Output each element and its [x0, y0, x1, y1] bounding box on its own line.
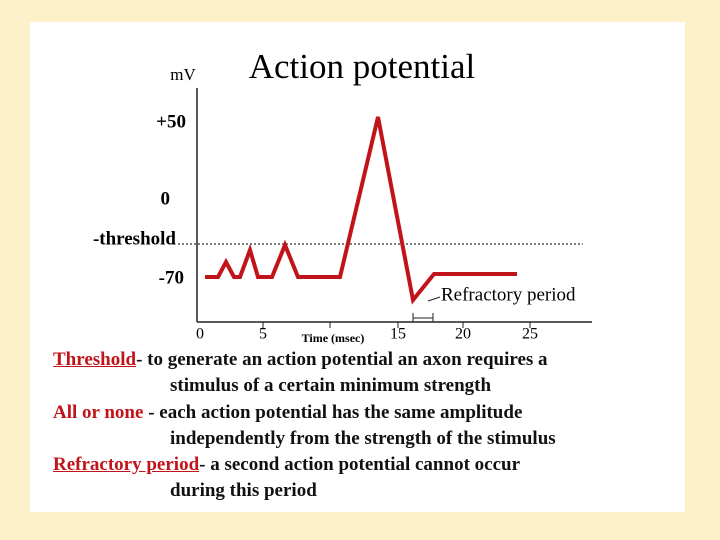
definition-text: - a second action potential cannot occur	[199, 454, 521, 475]
x-label: 5	[259, 326, 267, 343]
definition-text: - each action potential has the same amp…	[143, 402, 523, 423]
definition: Threshold- to generate an action potenti…	[53, 347, 548, 373]
waveform	[205, 116, 517, 305]
x-label: 20	[455, 326, 471, 343]
y-label: -70	[159, 267, 184, 288]
refractory-bracket	[412, 296, 441, 322]
chart-title: Action potential	[249, 47, 476, 86]
annotation: Refractory period	[441, 284, 576, 305]
y-label: 0	[161, 188, 171, 209]
definition-continuation: during this period	[170, 480, 317, 501]
x-axis-label: Time (msec)	[302, 331, 365, 345]
definition: Refractory period- a second action poten…	[53, 452, 520, 478]
x-label: 25	[522, 326, 538, 343]
definition-continuation: independently from the strength of the s…	[170, 428, 556, 449]
x-label: 0	[196, 326, 204, 343]
y-unit: mV	[170, 65, 196, 84]
definition: All or none - each action potential has …	[53, 400, 522, 426]
term: All or none	[53, 402, 144, 423]
definition-continuation: stimulus of a certain minimum strength	[170, 375, 492, 396]
definition-text: - to generate an action potential an axo…	[136, 349, 548, 370]
y-label: -threshold	[93, 228, 176, 249]
y-label: +50	[156, 111, 186, 132]
x-label: 15	[390, 326, 406, 343]
x-ticks	[262, 322, 531, 328]
slide	[30, 22, 685, 512]
term: Refractory period	[53, 454, 200, 475]
term: Threshold	[53, 349, 137, 370]
